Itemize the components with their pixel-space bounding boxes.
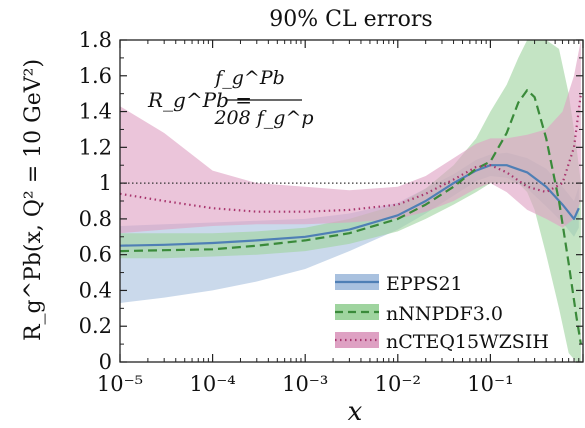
x-axis-label: x (348, 397, 363, 427)
y-tick-label: 0.2 (79, 314, 112, 338)
x-tick-labels: 10⁻⁵ 10⁻⁴ 10⁻³ 10⁻² 10⁻¹ (97, 372, 514, 396)
legend-item: EPPS21 (335, 273, 463, 295)
y-axis-label: R_g^Pb(x, Q² = 10 GeV²) (21, 59, 46, 341)
band-1 (120, 40, 581, 362)
legend-item: nNNPDF3.0 (335, 303, 503, 325)
legend-label: nCTEQ15WZSIH (386, 331, 549, 353)
x-tick-label: 10⁻¹ (467, 372, 513, 396)
y-tick-label: 1.8 (79, 28, 112, 52)
y-tick-label: 1 (99, 171, 112, 195)
y-tick-label: 1.4 (79, 100, 112, 124)
x-tick-label: 10⁻² (375, 372, 421, 396)
formula-denominator: 208 f_g^p (213, 107, 313, 129)
y-tick-label: 0 (99, 350, 112, 374)
legend-item: nCTEQ15WZSIH (335, 331, 549, 353)
chart-title: 90% CL errors (269, 7, 432, 32)
y-tick-label: 1.2 (79, 135, 112, 159)
uncertainty-bands (120, 40, 581, 362)
x-tick-label: 10⁻⁴ (189, 372, 235, 396)
legend-swatch-nnnpdf (335, 304, 379, 320)
axis-ticks (119, 39, 584, 363)
formula-numerator: f_g^Pb (213, 67, 285, 89)
y-tick-labels: 0 0.2 0.4 0.6 0.8 1 1.2 1.4 1.6 1.8 (79, 28, 112, 374)
legend: EPPS21 nNNPDF3.0 nCTEQ15WZSIH (335, 273, 549, 353)
band-2 (120, 40, 581, 234)
formula-annotation: R_g^Pb = f_g^Pb 208 f_g^p (147, 67, 314, 129)
y-tick-label: 1.6 (79, 64, 112, 88)
legend-label: EPPS21 (386, 273, 463, 295)
y-tick-label: 0.8 (79, 207, 112, 231)
y-tick-label: 0.6 (79, 243, 112, 267)
series-line-1 (120, 89, 582, 345)
x-tick-label: 10⁻⁵ (97, 372, 143, 396)
central-lines (120, 89, 582, 345)
legend-swatch-ncteq (335, 332, 379, 348)
legend-label: nNNPDF3.0 (386, 303, 503, 325)
x-tick-label: 10⁻³ (282, 372, 328, 396)
y-tick-label: 0.4 (79, 278, 112, 302)
series-line-0 (120, 164, 580, 247)
series-line-2 (120, 93, 582, 213)
